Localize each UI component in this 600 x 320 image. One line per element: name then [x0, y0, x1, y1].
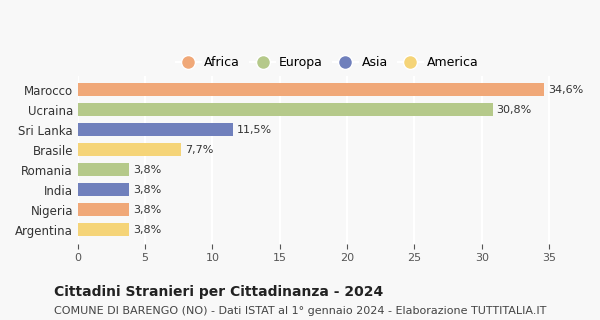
Legend: Africa, Europa, Asia, America: Africa, Europa, Asia, America: [170, 52, 484, 75]
Bar: [78, 183, 129, 196]
Bar: [78, 123, 233, 136]
Text: 7,7%: 7,7%: [185, 145, 214, 155]
Text: 34,6%: 34,6%: [548, 85, 583, 95]
Bar: [78, 103, 493, 116]
Text: 11,5%: 11,5%: [236, 124, 272, 135]
Text: COMUNE DI BARENGO (NO) - Dati ISTAT al 1° gennaio 2024 - Elaborazione TUTTITALIA: COMUNE DI BARENGO (NO) - Dati ISTAT al 1…: [54, 306, 547, 316]
Bar: [78, 163, 129, 176]
Text: Cittadini Stranieri per Cittadinanza - 2024: Cittadini Stranieri per Cittadinanza - 2…: [54, 285, 383, 299]
Text: 30,8%: 30,8%: [497, 105, 532, 115]
Text: 3,8%: 3,8%: [133, 225, 161, 235]
Bar: [78, 143, 181, 156]
Text: 3,8%: 3,8%: [133, 185, 161, 195]
Bar: [78, 223, 129, 236]
Text: 3,8%: 3,8%: [133, 164, 161, 175]
Bar: [78, 83, 544, 96]
Text: 3,8%: 3,8%: [133, 204, 161, 214]
Bar: [78, 203, 129, 216]
